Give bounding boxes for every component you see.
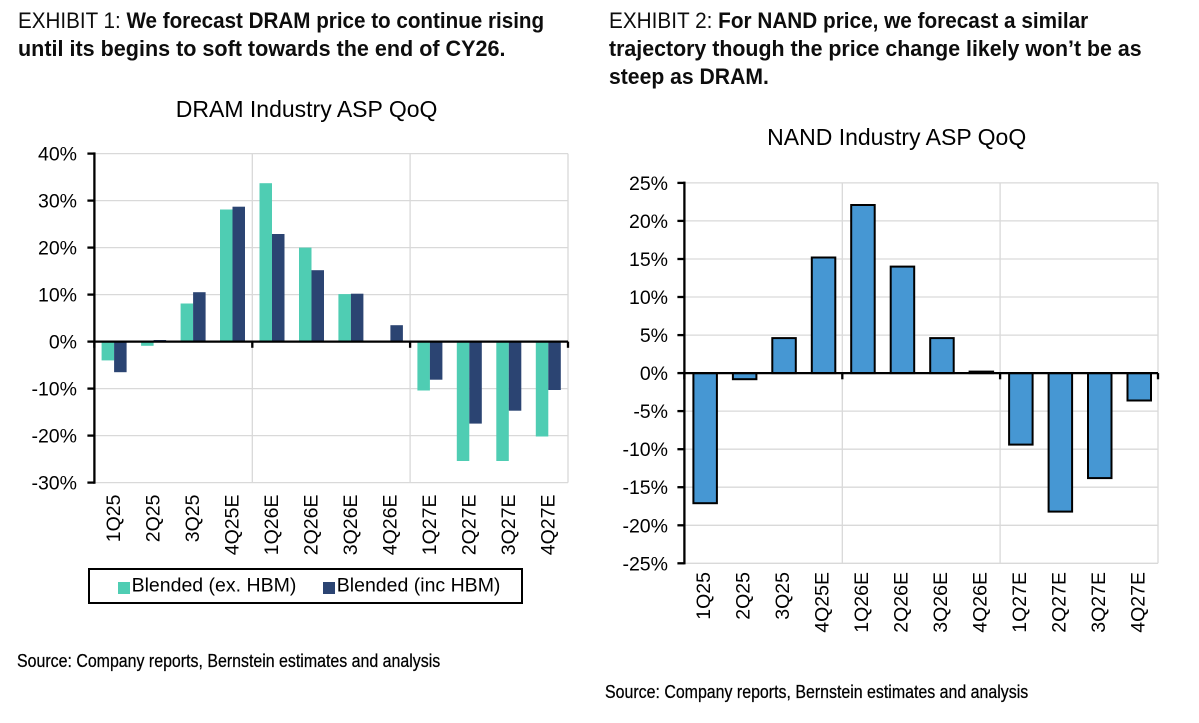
svg-text:-10%: -10% (622, 439, 668, 461)
svg-text:4Q27E: 4Q27E (537, 495, 559, 556)
svg-text:4Q25E: 4Q25E (812, 572, 834, 633)
svg-text:1Q26E: 1Q26E (261, 495, 283, 556)
svg-text:40%: 40% (38, 144, 77, 166)
svg-text:10%: 10% (38, 285, 77, 307)
svg-text:-10%: -10% (31, 379, 77, 401)
svg-text:1Q27E: 1Q27E (419, 495, 441, 556)
svg-text:20%: 20% (38, 238, 77, 260)
svg-text:2Q25: 2Q25 (143, 494, 165, 542)
svg-text:1Q25: 1Q25 (103, 494, 125, 542)
svg-text:2Q26E: 2Q26E (301, 495, 323, 556)
svg-text:20%: 20% (629, 211, 668, 233)
svg-text:1Q25: 1Q25 (693, 572, 715, 620)
svg-text:10%: 10% (629, 287, 668, 309)
svg-text:3Q27E: 3Q27E (498, 495, 520, 556)
svg-text:1Q27E: 1Q27E (1009, 572, 1031, 633)
svg-text:3Q25: 3Q25 (772, 572, 794, 620)
svg-text:2Q27E: 2Q27E (458, 495, 480, 556)
svg-text:0%: 0% (640, 363, 668, 385)
svg-text:-25%: -25% (622, 553, 668, 575)
svg-text:1Q26E: 1Q26E (851, 572, 873, 633)
svg-text:-30%: -30% (31, 473, 77, 495)
svg-text:4Q27E: 4Q27E (1127, 572, 1149, 633)
svg-text:3Q26E: 3Q26E (340, 495, 362, 556)
svg-text:4Q25E: 4Q25E (222, 495, 244, 556)
svg-text:2Q27E: 2Q27E (1048, 572, 1070, 633)
svg-text:-5%: -5% (633, 401, 668, 423)
svg-text:3Q25: 3Q25 (182, 494, 204, 542)
svg-text:3Q27E: 3Q27E (1088, 572, 1110, 633)
svg-text:-20%: -20% (31, 426, 77, 448)
svg-text:30%: 30% (38, 191, 77, 213)
svg-text:-15%: -15% (622, 477, 668, 499)
svg-text:0%: 0% (49, 332, 77, 354)
svg-text:5%: 5% (640, 325, 668, 347)
svg-text:3Q26E: 3Q26E (930, 572, 952, 633)
svg-text:4Q26E: 4Q26E (379, 495, 401, 556)
svg-text:-20%: -20% (622, 515, 668, 537)
svg-text:25%: 25% (629, 173, 668, 195)
svg-text:4Q26E: 4Q26E (969, 572, 991, 633)
svg-text:2Q26E: 2Q26E (891, 572, 913, 633)
svg-text:15%: 15% (629, 249, 668, 271)
svg-text:2Q25: 2Q25 (733, 572, 755, 620)
